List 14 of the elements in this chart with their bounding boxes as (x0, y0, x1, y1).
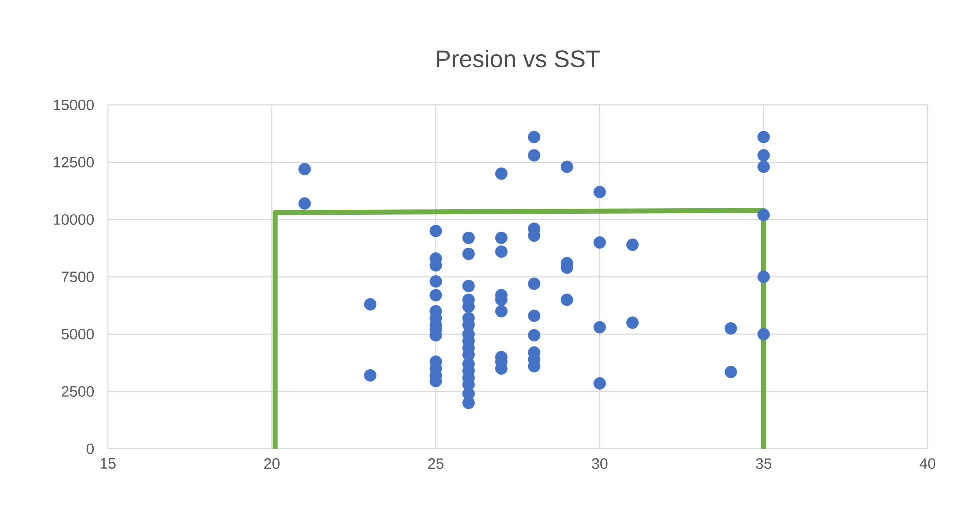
y-tick-label: 15000 (54, 100, 94, 110)
y-tick-label: 10000 (54, 214, 94, 225)
y-tick-label: 12500 (54, 157, 94, 168)
y-tick-label: 5000 (62, 328, 94, 340)
x-tick-label: 20 (264, 458, 280, 470)
x-tick-label: 25 (428, 458, 444, 470)
x-tick-label: 40 (920, 458, 936, 470)
x-tick-label: 30 (592, 458, 608, 470)
y-tick-label: 0 (86, 444, 94, 454)
x-tick-label: 35 (756, 458, 772, 470)
y-tick-label: 7500 (62, 272, 94, 282)
x-tick-label: 15 (100, 458, 116, 469)
y-tick-label: 2500 (62, 386, 94, 397)
chart-title: Presion vs SST (437, 50, 600, 68)
